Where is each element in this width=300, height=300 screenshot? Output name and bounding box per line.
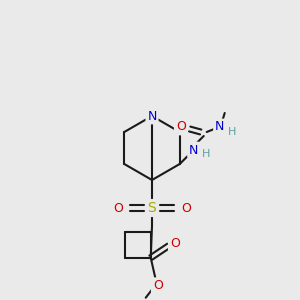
Text: O: O [170, 237, 180, 250]
Text: N: N [215, 121, 224, 134]
Text: O: O [181, 202, 191, 214]
Text: O: O [113, 202, 123, 214]
Text: H: H [202, 149, 210, 159]
Text: H: H [227, 127, 236, 137]
Text: S: S [148, 201, 156, 215]
Text: N: N [189, 143, 198, 157]
Text: O: O [153, 279, 163, 292]
Text: O: O [176, 121, 186, 134]
Text: N: N [147, 110, 157, 122]
